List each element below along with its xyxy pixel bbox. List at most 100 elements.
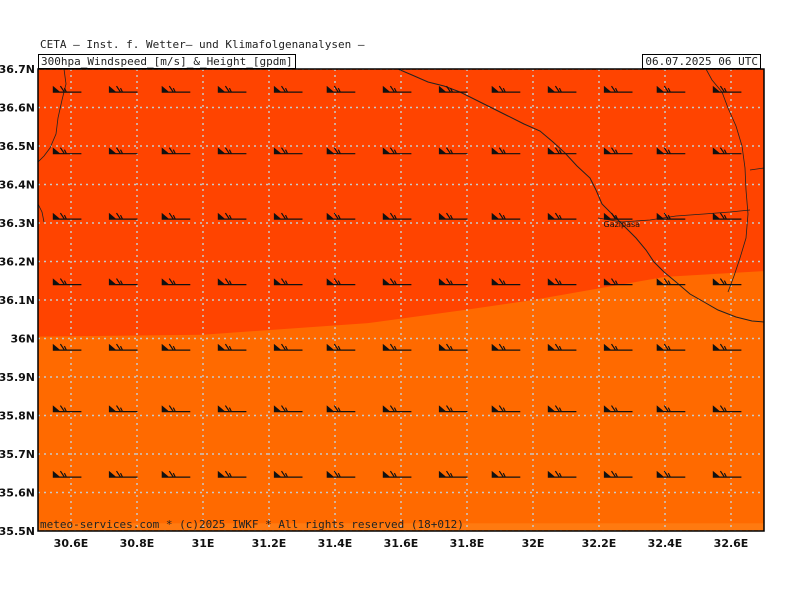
wind-barb-shape bbox=[217, 85, 247, 93]
wind-barb bbox=[273, 278, 303, 286]
wind-barb-shape bbox=[656, 343, 686, 351]
wind-barb bbox=[108, 405, 138, 413]
wind-barb bbox=[712, 147, 742, 155]
lon-tick-label: 32E bbox=[522, 537, 545, 550]
wind-barb-shape bbox=[108, 343, 138, 351]
wind-barb bbox=[326, 470, 356, 478]
wind-barb bbox=[326, 278, 356, 286]
lon-tick-label: 32.4E bbox=[648, 537, 683, 550]
wind-barb bbox=[108, 470, 138, 478]
wind-barb-shape bbox=[712, 405, 742, 413]
lat-tick-label: 35.9N bbox=[0, 371, 35, 384]
lon-tick-label: 30.8E bbox=[120, 537, 155, 550]
wind-barb-shape bbox=[712, 147, 742, 155]
wind-barb-shape bbox=[382, 147, 412, 155]
wind-barb-shape bbox=[491, 470, 521, 478]
wind-barb-shape bbox=[326, 278, 356, 286]
wind-barb bbox=[161, 405, 191, 413]
wind-barb bbox=[491, 343, 521, 351]
wind-barb-shape bbox=[712, 343, 742, 351]
wind-barb bbox=[108, 212, 138, 220]
wind-barb-shape bbox=[656, 85, 686, 93]
wind-barb bbox=[547, 470, 577, 478]
wind-barb bbox=[52, 85, 82, 93]
wind-barb-shape bbox=[491, 85, 521, 93]
wind-barb-shape bbox=[603, 405, 633, 413]
wind-barb-shape bbox=[382, 85, 412, 93]
wind-barb bbox=[656, 405, 686, 413]
wind-barb-shape bbox=[547, 85, 577, 93]
wind-barb-shape bbox=[547, 147, 577, 155]
wind-barb bbox=[438, 212, 468, 220]
wind-barb bbox=[217, 212, 247, 220]
wind-barb-shape bbox=[52, 212, 82, 220]
wind-barb-shape bbox=[273, 343, 303, 351]
lat-tick-label: 36.6N bbox=[0, 102, 35, 115]
wind-barb-shape bbox=[656, 470, 686, 478]
wind-barb bbox=[712, 212, 742, 220]
wind-barb-shape bbox=[656, 278, 686, 286]
wind-barb bbox=[217, 147, 247, 155]
wind-barb bbox=[217, 405, 247, 413]
wind-barb-shape bbox=[217, 147, 247, 155]
wind-barbs bbox=[52, 85, 742, 478]
wind-barb-shape bbox=[326, 470, 356, 478]
lon-tick-label: 30.6E bbox=[54, 537, 89, 550]
wind-barb-shape bbox=[712, 470, 742, 478]
wind-barb bbox=[161, 470, 191, 478]
lon-tick-label: 31.2E bbox=[252, 537, 287, 550]
wind-barb-shape bbox=[547, 343, 577, 351]
border-line bbox=[38, 69, 67, 163]
wind-barb bbox=[656, 470, 686, 478]
wind-barb bbox=[217, 343, 247, 351]
wind-barb-shape bbox=[326, 212, 356, 220]
wind-barb-shape bbox=[603, 147, 633, 155]
wind-barb bbox=[108, 85, 138, 93]
wind-barb bbox=[161, 343, 191, 351]
wind-barb bbox=[217, 470, 247, 478]
lat-tick-label: 36.3N bbox=[0, 217, 35, 230]
wind-barb bbox=[438, 405, 468, 413]
wind-barb-shape bbox=[603, 278, 633, 286]
lat-lon-grid bbox=[38, 69, 764, 531]
wind-barb bbox=[108, 147, 138, 155]
wind-barb bbox=[382, 85, 412, 93]
wind-barb-shape bbox=[273, 405, 303, 413]
wind-barb-shape bbox=[161, 405, 191, 413]
wind-barb-shape bbox=[491, 405, 521, 413]
wind-barb bbox=[273, 405, 303, 413]
wind-barb bbox=[52, 212, 82, 220]
wind-barb bbox=[52, 470, 82, 478]
wind-barb bbox=[491, 405, 521, 413]
wind-barb bbox=[273, 85, 303, 93]
border-line bbox=[749, 167, 764, 171]
wind-barb bbox=[603, 343, 633, 351]
wind-barb-shape bbox=[382, 278, 412, 286]
wind-barb-shape bbox=[108, 85, 138, 93]
wind-barb-shape bbox=[656, 405, 686, 413]
wind-barb bbox=[438, 147, 468, 155]
coastline-line bbox=[397, 69, 764, 323]
wind-barb bbox=[382, 278, 412, 286]
wind-barb bbox=[656, 147, 686, 155]
wind-barb-shape bbox=[326, 147, 356, 155]
wind-barb-shape bbox=[108, 470, 138, 478]
wind-barb bbox=[217, 278, 247, 286]
wind-barb-shape bbox=[712, 278, 742, 286]
wind-barb bbox=[547, 85, 577, 93]
wind-barb-shape bbox=[491, 278, 521, 286]
wind-barb bbox=[382, 405, 412, 413]
wind-barb bbox=[603, 405, 633, 413]
wind-barb-shape bbox=[273, 278, 303, 286]
city-marker: Gazipasa bbox=[604, 220, 641, 229]
wind-barb bbox=[656, 278, 686, 286]
lon-tick-label: 31.4E bbox=[318, 537, 353, 550]
wind-barb-shape bbox=[603, 212, 633, 220]
wind-barb bbox=[326, 343, 356, 351]
wind-barb bbox=[108, 343, 138, 351]
wind-barb bbox=[491, 470, 521, 478]
lon-tick-label: 31.8E bbox=[450, 537, 485, 550]
wind-barb-shape bbox=[491, 147, 521, 155]
border-line bbox=[597, 209, 751, 223]
wind-barb bbox=[491, 212, 521, 220]
